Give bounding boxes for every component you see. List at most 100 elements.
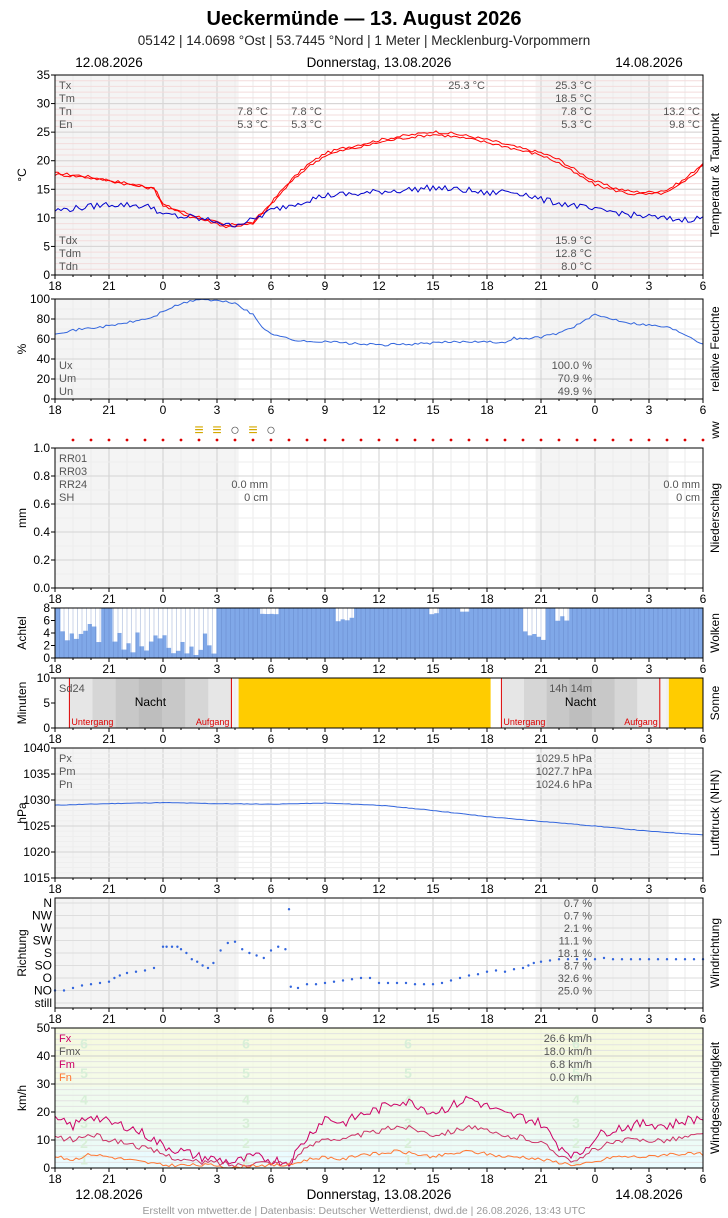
legend-label: Ux	[59, 360, 73, 372]
stat-value: 49.9 %	[558, 386, 592, 398]
cloud-gap	[536, 608, 542, 637]
x-tick-label: 21	[102, 732, 116, 746]
direction-point	[190, 958, 193, 961]
x-tick-label: 0	[592, 732, 599, 746]
direction-point	[323, 981, 327, 985]
direction-point	[575, 958, 579, 961]
direction-point	[476, 973, 480, 976]
direction-point	[248, 951, 251, 955]
night-shade	[55, 748, 239, 878]
stat-value: 0 cm	[244, 492, 268, 504]
direction-point	[512, 968, 516, 971]
weather-dot	[503, 438, 507, 442]
x-tick-label: 9	[322, 403, 329, 417]
x-tick-label: 0	[160, 592, 167, 606]
y-tick-label: 20	[37, 372, 51, 386]
x-tick-label: 0	[592, 1172, 599, 1186]
panel-side-label: ww	[708, 421, 722, 440]
legend-label: Tx	[59, 80, 72, 92]
night-label: Nacht	[135, 695, 167, 709]
weather-dot	[143, 438, 147, 442]
x-tick-label: 9	[322, 882, 329, 896]
x-tick-label: 15	[426, 1012, 440, 1026]
x-tick-label: 15	[426, 662, 440, 676]
panel-wind-speed: 01020304050123456123456123456123456FxFmx…	[15, 1021, 722, 1186]
stat-value: 1024.6 hPa	[536, 779, 593, 791]
stat-value: 9.8 °C	[669, 119, 700, 131]
y-tick-label: 0	[43, 1161, 50, 1175]
cloud-gap	[162, 608, 167, 636]
beaufort-label: 6	[572, 1035, 580, 1051]
x-tick-label: 21	[534, 403, 548, 417]
x-tick-label: 3	[214, 662, 221, 676]
x-tick-label: 15	[426, 279, 440, 293]
beaufort-label: 4	[242, 1091, 250, 1107]
beaufort-label: 5	[80, 1065, 88, 1081]
stat-value: 0 cm	[676, 492, 700, 504]
cloud-gap	[202, 608, 208, 634]
direction-point	[377, 981, 381, 985]
direction-point	[206, 966, 210, 970]
x-tick-label: 3	[646, 732, 653, 746]
cloud-gap	[564, 608, 570, 621]
x-tick-label: 3	[646, 1012, 653, 1026]
cloud-gap	[69, 608, 75, 634]
x-tick-label: 6	[700, 592, 707, 606]
cloud-gap	[264, 608, 270, 615]
legend-label: Tm	[59, 93, 75, 105]
x-tick-label: 21	[102, 662, 116, 676]
weather-symbol: ≡	[194, 422, 203, 439]
beaufort-label: 3	[572, 1115, 580, 1131]
direction-point	[219, 949, 222, 952]
y-tick-label: 35	[37, 68, 51, 82]
x-tick-label: 6	[268, 403, 275, 417]
cloud-gap	[541, 608, 546, 640]
weather-dot	[521, 438, 525, 442]
weather-symbol: ≡	[248, 422, 257, 439]
y-tick-label: 0	[43, 651, 50, 665]
stat-value: 7.8 °C	[561, 106, 592, 118]
cloud-gap	[464, 608, 470, 612]
cloud-gap	[273, 608, 279, 615]
direction-point	[350, 978, 354, 981]
night-band	[115, 678, 140, 728]
x-tick-label: 18	[480, 279, 494, 293]
panel-side-label: Wolken	[708, 613, 722, 653]
series-line-fmx	[54, 1124, 704, 1168]
y-tick-label: SO	[35, 959, 52, 973]
direction-point	[179, 948, 183, 951]
panel-side-label: Niederschlag	[708, 483, 722, 553]
direction-point	[98, 981, 102, 985]
cloud-gap	[130, 608, 136, 653]
y-tick-label: 10	[37, 1133, 51, 1147]
stat-value: 18.1 %	[558, 948, 592, 960]
y-axis-label: °C	[15, 168, 29, 182]
beaufort-label: 3	[242, 1115, 250, 1131]
stat-value: 32.6 %	[558, 973, 592, 985]
cloud-gap	[166, 608, 172, 648]
night-band	[569, 678, 593, 728]
x-tick-label: 21	[102, 882, 116, 896]
x-tick-label: 15	[426, 732, 440, 746]
x-tick-label: 18	[480, 1012, 494, 1026]
y-tick-label: still	[35, 996, 52, 1010]
weather-dot	[647, 438, 651, 442]
x-tick-label: 0	[592, 662, 599, 676]
x-tick-label: 15	[426, 592, 440, 606]
direction-point	[683, 958, 687, 961]
date-left-top: 12.08.2026	[75, 55, 143, 70]
weather-dot	[269, 438, 273, 442]
direction-point	[107, 980, 111, 983]
night-label: Nacht	[565, 695, 597, 709]
legend-label: Px	[59, 753, 72, 765]
weather-dot	[629, 438, 633, 442]
cloud-gap	[559, 608, 565, 617]
x-tick-label: 15	[426, 1172, 440, 1186]
stat-value: 1027.7 hPa	[536, 766, 593, 778]
y-tick-label: O	[43, 971, 52, 985]
x-tick-label: 6	[700, 662, 707, 676]
legend-label: Tn	[59, 106, 72, 118]
stat-value: 7.8 °C	[237, 106, 268, 118]
